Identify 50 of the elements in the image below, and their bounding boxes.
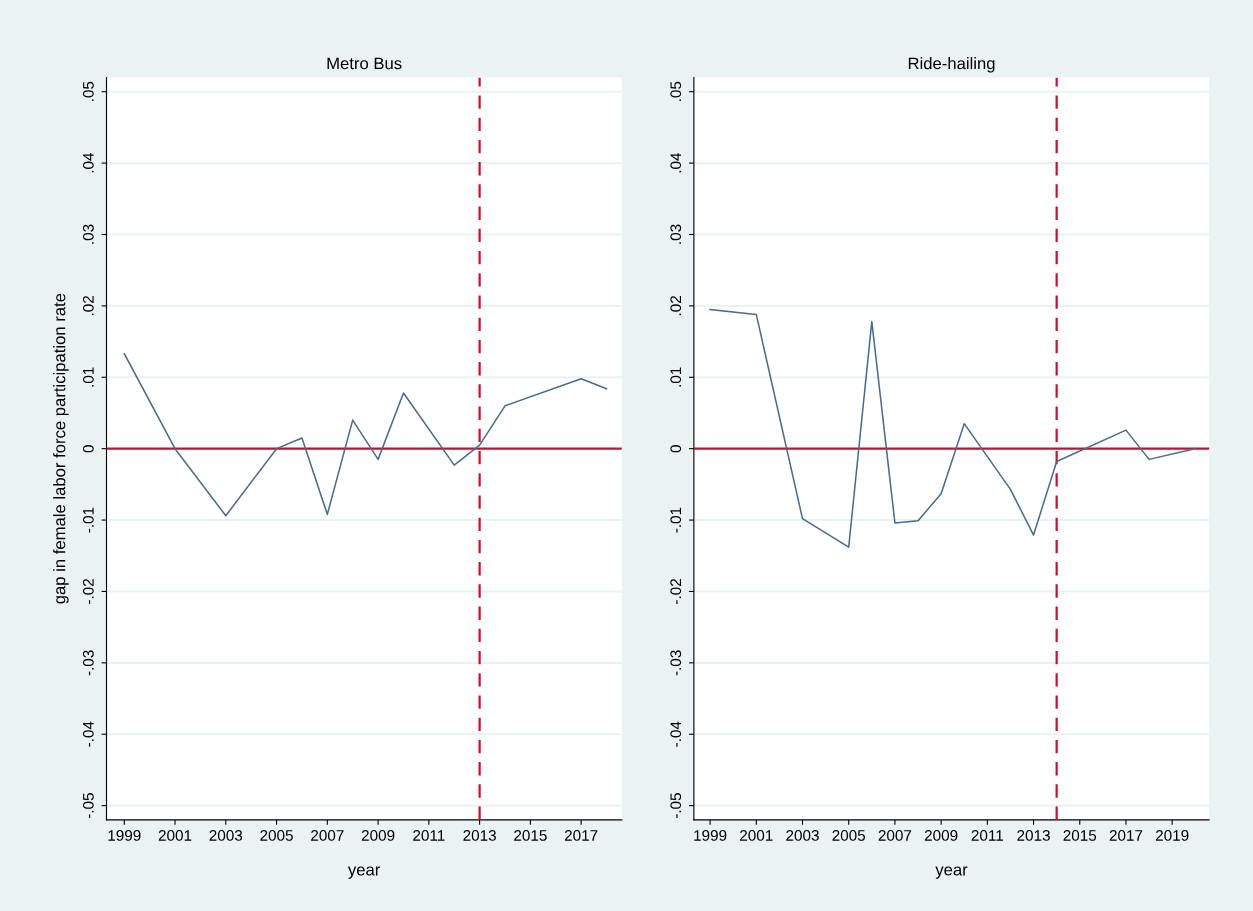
x-tick-label: 2003 bbox=[209, 830, 243, 841]
y-tick-label: .01 bbox=[82, 367, 94, 387]
x-tick-label: 2019 bbox=[1155, 830, 1189, 841]
y-tick-label: .01 bbox=[670, 367, 682, 387]
x-tick-label: 2007 bbox=[878, 830, 912, 841]
x-tick-label: 2003 bbox=[786, 830, 819, 841]
x-tick-label: 2013 bbox=[463, 830, 496, 841]
y-tick-label: -.04 bbox=[670, 721, 682, 747]
x-tick-label: 2011 bbox=[971, 830, 1004, 841]
x-tick-label: 2005 bbox=[260, 830, 293, 841]
x-tick-label: 2017 bbox=[564, 830, 598, 841]
y-tick-label: -.01 bbox=[82, 507, 94, 533]
x-tick-label: 2011 bbox=[413, 830, 445, 841]
y-tick-label: -.05 bbox=[670, 793, 682, 819]
x-axis-title: year bbox=[347, 866, 381, 879]
y-tick-label: -.03 bbox=[82, 650, 94, 676]
y-tick-label: .02 bbox=[670, 296, 682, 316]
y-tick-label: .03 bbox=[82, 224, 94, 244]
line-series bbox=[709, 308, 1197, 548]
x-tick-label: 2017 bbox=[1109, 830, 1143, 841]
y-tick-label: .04 bbox=[82, 152, 94, 173]
x-tick-label: 2001 bbox=[740, 830, 773, 841]
y-tick-label: -.01 bbox=[670, 507, 682, 533]
y-tick-label: .04 bbox=[670, 152, 682, 173]
line-series bbox=[123, 352, 608, 517]
x-tick-label: 2001 bbox=[158, 830, 192, 841]
x-tick-label: 2013 bbox=[1017, 830, 1050, 841]
y-tick-label: -.05 bbox=[82, 793, 94, 819]
x-tick-label: 1999 bbox=[108, 830, 141, 841]
y-tick-label: .05 bbox=[82, 81, 94, 101]
x-tick-label: 2005 bbox=[832, 830, 866, 841]
y-tick-label: .03 bbox=[670, 224, 682, 244]
y-tick-label: -.03 bbox=[670, 650, 682, 676]
x-axis-title: year bbox=[935, 866, 968, 879]
y-tick-label: 0 bbox=[82, 445, 94, 453]
x-tick-label: 2007 bbox=[311, 830, 344, 841]
chart-title: Ride-hailing bbox=[908, 57, 995, 73]
chart-title: Metro Bus bbox=[327, 57, 402, 70]
y-tick-label: .02 bbox=[82, 296, 94, 316]
y-tick-label: -.02 bbox=[670, 579, 682, 604]
y-tick-label: -.04 bbox=[82, 721, 94, 747]
y-tick-label: .05 bbox=[670, 81, 682, 101]
y-tick-label: -.02 bbox=[82, 579, 94, 604]
y-tick-label: 0 bbox=[670, 445, 682, 453]
x-tick-label: 1999 bbox=[694, 830, 727, 841]
x-tick-label: 2015 bbox=[1063, 830, 1097, 841]
x-tick-label: 2015 bbox=[514, 830, 547, 841]
y-axis-title: gap in female labor force participation rate bbox=[53, 293, 69, 604]
x-tick-label: 2009 bbox=[924, 830, 958, 841]
x-tick-label: 2009 bbox=[361, 830, 395, 841]
